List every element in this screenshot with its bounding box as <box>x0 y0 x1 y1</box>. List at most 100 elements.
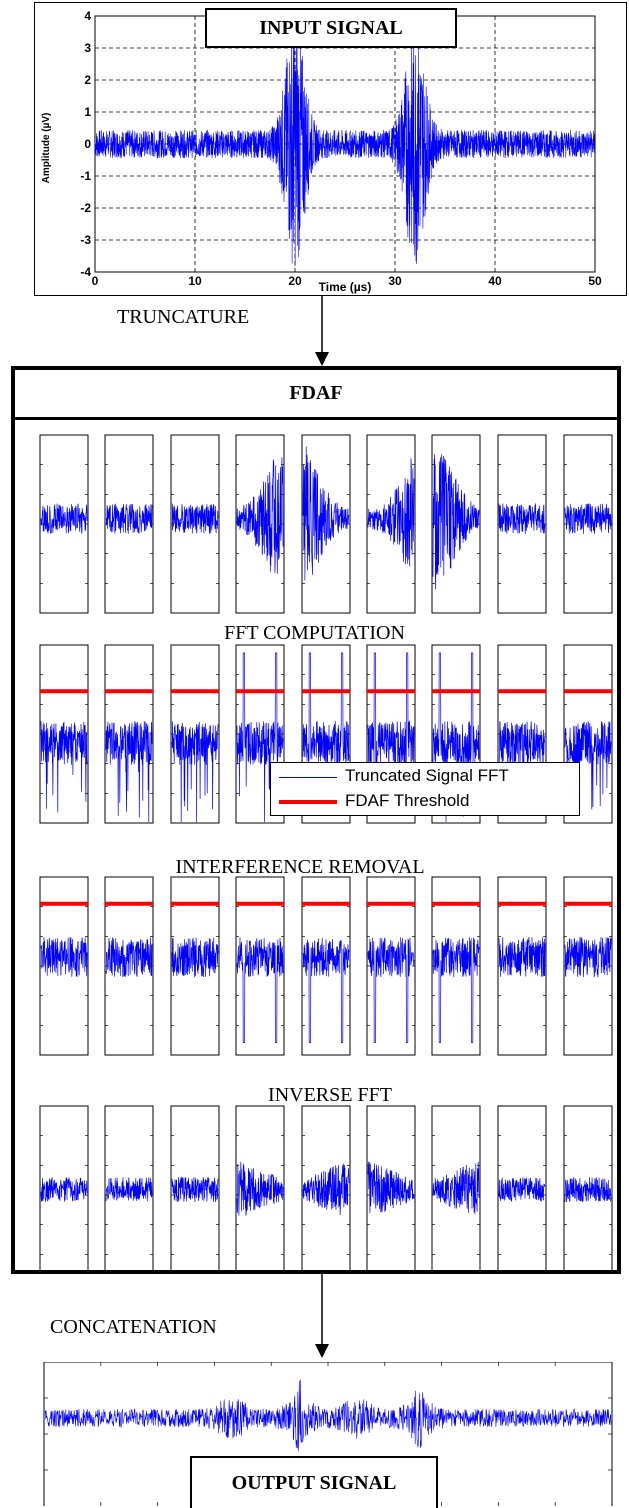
concatenation-arrow <box>315 1274 329 1358</box>
fdaf-signal-trace <box>432 454 480 590</box>
fdaf-panel-removed-7 <box>431 876 481 1056</box>
fdaf-signal-trace <box>236 652 284 823</box>
fdaf-panel-segment-7 <box>431 434 481 614</box>
fdaf-panel-inverse-5 <box>301 1105 351 1270</box>
fdaf-signal-trace <box>40 721 88 813</box>
inverse-fft-label: INVERSE FFT <box>268 1084 392 1106</box>
fdaf-signal-trace <box>105 721 153 823</box>
input-y-tick-labels: 4 3 2 1 0 -1 -2 -3 -4 <box>80 9 91 279</box>
fdaf-signal-trace <box>564 721 612 810</box>
fdaf-panel-removed-6 <box>366 876 416 1056</box>
fdaf-signal-trace <box>302 937 350 1043</box>
fdaf-signal-trace <box>302 1163 350 1216</box>
fdaf-signal-trace <box>564 936 612 978</box>
interference-removal-label: INTERFERENCE REMOVAL <box>175 856 425 878</box>
fdaf-panel-segment-1 <box>39 434 89 614</box>
legend-signal-swatch <box>279 777 337 778</box>
legend-threshold-swatch <box>279 800 337 804</box>
fdaf-panel-removed-4 <box>235 876 285 1056</box>
fdaf-panel-inverse-4 <box>235 1105 285 1270</box>
fdaf-signal-trace <box>105 503 153 534</box>
fdaf-block <box>11 366 621 1274</box>
fdaf-panel-frame <box>366 876 416 1056</box>
fdaf-signal-trace <box>236 937 284 1043</box>
fdaf-signal-trace <box>367 458 415 567</box>
fdaf-panel-segment-4 <box>235 434 285 614</box>
fdaf-signal-trace <box>498 937 546 977</box>
fdaf-signal-trace <box>105 1177 153 1202</box>
input-y-tick-label: 0 <box>84 137 91 151</box>
input-x-tick-label: 30 <box>388 274 402 288</box>
fdaf-panel-inverse-8 <box>497 1105 547 1270</box>
fdaf-panel-segment-6 <box>366 434 416 614</box>
fdaf-panel-removed-9 <box>563 876 613 1056</box>
fdaf-panel-inverse-6 <box>366 1105 416 1270</box>
fdaf-signal-trace <box>564 1177 612 1203</box>
legend-signal-label: Truncated Signal FFT <box>345 766 509 785</box>
input-x-axis-label: Time (µs) <box>319 280 372 294</box>
fdaf-panel-removed-3 <box>170 876 220 1056</box>
input-y-tick-label: -1 <box>80 169 91 183</box>
legend: Truncated Signal FFT FDAF Threshold <box>270 762 580 816</box>
fdaf-panel-segment-8 <box>497 434 547 614</box>
fdaf-signal-trace <box>432 937 480 1043</box>
fdaf-signal-trace <box>40 936 88 978</box>
fft-computation-label: FFT COMPUTATION <box>224 622 405 644</box>
fdaf-panel-fft-2 <box>104 644 154 824</box>
legend-threshold-label: FDAF Threshold <box>345 791 470 810</box>
input-signal-title: INPUT SIGNAL <box>205 8 457 48</box>
fdaf-signal-trace <box>171 503 219 534</box>
fdaf-panel-fft-3 <box>170 644 220 824</box>
fdaf-panel-removed-5 <box>301 876 351 1056</box>
fdaf-panel-removed-8 <box>497 876 547 1056</box>
input-y-tick-label: -2 <box>80 201 91 215</box>
fdaf-signal-trace <box>498 503 546 534</box>
truncature-arrow <box>315 296 329 366</box>
fdaf-signal-trace <box>432 1161 480 1215</box>
output-signal-trace <box>44 1379 612 1452</box>
fdaf-signal-trace <box>171 721 219 823</box>
input-y-tick-label: -4 <box>80 265 91 279</box>
input-y-tick-label: 2 <box>84 73 91 87</box>
fdaf-signal-trace <box>236 457 284 574</box>
input-x-tick-label: 40 <box>488 274 502 288</box>
truncature-label: TRUNCATURE <box>117 306 250 328</box>
input-y-tick-label: 1 <box>84 105 91 119</box>
fdaf-signal-trace <box>367 1161 415 1214</box>
fdaf-panel-removed-1 <box>39 876 89 1056</box>
input-signal-trace <box>94 26 596 267</box>
input-x-tick-label: 20 <box>288 274 302 288</box>
fdaf-panel-inverse-3 <box>170 1105 220 1270</box>
fdaf-panel-segment-2 <box>104 434 154 614</box>
input-y-tick-label: 4 <box>84 9 91 23</box>
fdaf-panel-fft-1 <box>39 644 89 824</box>
fdaf-panel-segment-5 <box>301 434 351 614</box>
fdaf-panel-inverse-9 <box>563 1105 613 1270</box>
fdaf-segment-panels <box>39 434 613 1270</box>
fdaf-signal-trace <box>367 937 415 1043</box>
fdaf-signal-trace <box>236 1161 284 1216</box>
fdaf-panel-segment-3 <box>170 434 220 614</box>
fdaf-signal-trace <box>105 937 153 978</box>
fdaf-signal-trace <box>498 721 546 796</box>
fdaf-signal-trace <box>498 1177 546 1202</box>
concatenation-label: CONCATENATION <box>50 1316 217 1338</box>
input-x-tick-label: 10 <box>188 274 202 288</box>
fdaf-signal-trace <box>40 1177 88 1202</box>
fdaf-panel-frame <box>235 876 285 1056</box>
fdaf-signal-trace <box>171 1176 219 1203</box>
fdaf-panel-removed-2 <box>104 876 154 1056</box>
input-y-axis-label: Amplitude (µV) <box>41 113 52 184</box>
fdaf-panel-segment-9 <box>563 434 613 614</box>
input-signal-figure <box>34 2 627 296</box>
input-x-tick-label: 0 <box>92 274 99 288</box>
input-y-tick-label: 3 <box>84 41 91 55</box>
fdaf-signal-trace <box>432 652 480 823</box>
fdaf-panel-inverse-7 <box>431 1105 481 1270</box>
fdaf-title: FDAF <box>289 382 343 404</box>
fdaf-panel-inverse-2 <box>104 1105 154 1270</box>
input-y-tick-label: -3 <box>80 233 91 247</box>
fdaf-panel-inverse-1 <box>39 1105 89 1270</box>
fdaf-signal-trace <box>171 937 219 978</box>
